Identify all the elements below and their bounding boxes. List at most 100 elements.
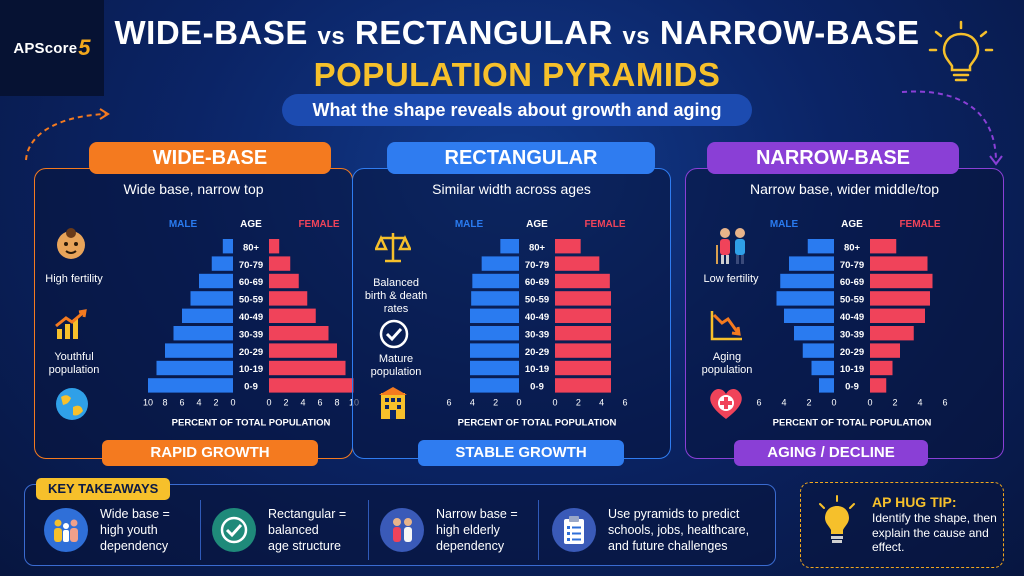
bar-female-50-59 [269,291,308,306]
tick-label-right: 4 [300,398,305,408]
bar-female-0-9 [870,378,887,393]
title-vs-1: vs [317,23,346,50]
axis-label-age: AGE [841,219,863,230]
bar-female-40-49 [870,308,925,323]
age-label-0-9: 0-9 [845,382,859,393]
bar-female-60-69 [870,273,933,289]
baby-icon [51,225,91,270]
takeaway-text: Wide base = high youth dependency [100,507,170,553]
logo-text: APScore [13,39,78,57]
bar-female-70-79 [870,256,928,271]
tick-label-right: 8 [334,398,339,408]
building-icon [375,385,411,426]
takeaway-text: Use pyramids to predict schools, jobs, h… [608,507,750,553]
tick-label-left: 6 [179,398,184,408]
legend-male: MALE [770,219,799,230]
bar-female-30-39 [870,326,914,341]
tick-label-right: 2 [892,398,897,408]
tip-title: AP HUG TIP: [872,494,957,510]
side-label: Youthful population [48,351,100,376]
bar-male-10-19 [470,360,519,376]
age-label-60-69: 60-69 [840,277,864,288]
axis-label-age: AGE [526,219,548,230]
tick-label-left: 8 [162,398,167,408]
dashed-arrow-right-icon [901,90,1003,166]
divider [368,500,369,560]
bar-male-20-29 [802,343,834,358]
tick-label-left: 0 [831,398,836,408]
panel-description: Narrow base, wider middle/top [749,181,940,197]
age-label-60-69: 60-69 [525,277,549,288]
check-circle-icon [212,508,256,552]
bar-female-80+ [555,239,581,254]
checkmark-icon [379,319,409,354]
tick-label-right: 6 [942,398,947,408]
age-label-80+: 80+ [243,242,260,253]
tick-label-left: 6 [446,398,451,408]
side-label: Balanced birth & death rates [364,277,428,315]
bar-female-30-39 [555,326,611,341]
age-label-20-29: 20-29 [239,347,263,358]
side-label: Low fertility [703,273,759,285]
age-label-30-39: 30-39 [840,329,864,340]
bar-male-70-79 [789,256,834,271]
bar-male-60-69 [780,273,834,289]
title-wide: WIDE-BASE [114,14,308,51]
age-label-20-29: 20-29 [525,347,549,358]
bar-female-60-69 [555,273,610,289]
bar-male-30-39 [470,326,519,341]
growth-chart-icon [53,309,89,346]
bar-female-40-49 [269,308,316,323]
bar-male-80+ [222,239,233,254]
bar-male-10-19 [811,360,834,376]
tick-label-left: 2 [493,398,498,408]
panel-header-rectangular: RECTANGULAR [387,142,655,174]
brand-logo: APScore 5 [0,0,104,96]
age-label-30-39: 30-39 [525,329,549,340]
globe-icon [53,385,91,428]
takeaway-item: Rectangular = balanced age structure [212,504,346,556]
title-vs-2: vs [622,23,651,50]
tick-label-left: 10 [143,398,153,408]
age-label-10-19: 10-19 [840,364,864,375]
lightbulb-icon [928,20,994,82]
health-heart-icon [706,385,746,426]
bar-female-40-49 [555,308,611,323]
bar-female-70-79 [555,256,600,271]
bar-male-40-49 [784,308,834,323]
divider [538,500,539,560]
panel-description: Wide base, narrow top [123,181,264,197]
bar-female-50-59 [870,291,930,306]
bar-female-0-9 [269,378,354,393]
age-label-70-79: 70-79 [239,260,263,271]
bar-male-0-9 [148,378,233,393]
bar-male-60-69 [199,273,233,289]
bar-female-10-19 [555,360,611,376]
axis-label-x: PERCENT OF TOTAL POPULATION [172,418,331,429]
axis-label-x: PERCENT OF TOTAL POPULATION [773,418,932,429]
bar-male-0-9 [819,378,834,393]
bar-female-10-19 [269,360,346,376]
age-label-10-19: 10-19 [525,364,549,375]
bar-male-70-79 [481,256,519,271]
bar-female-70-79 [269,256,291,271]
logo-number: 5 [78,35,91,60]
bar-male-50-59 [776,291,834,306]
key-takeaways-label: KEY TAKEAWAYS [36,478,171,500]
tick-label-right: 2 [283,398,288,408]
age-label-80+: 80+ [844,242,861,253]
panel-footer-wide: RAPID GROWTH [102,440,318,466]
side-label: High fertility [45,273,103,285]
legend-female: FEMALE [584,219,625,230]
takeaway-item: Narrow base = high elderly dependency [380,504,518,556]
bar-male-0-9 [470,378,519,393]
bar-female-50-59 [555,291,611,306]
age-label-20-29: 20-29 [840,347,864,358]
dashed-arrow-left-icon [25,108,110,161]
panel-header-wide: WIDE-BASE [89,142,331,174]
side-label: Mature population [370,353,422,378]
tick-label-left: 2 [213,398,218,408]
tick-label-right: 2 [576,398,581,408]
legend-female: FEMALE [899,219,940,230]
age-label-40-49: 40-49 [239,312,263,323]
